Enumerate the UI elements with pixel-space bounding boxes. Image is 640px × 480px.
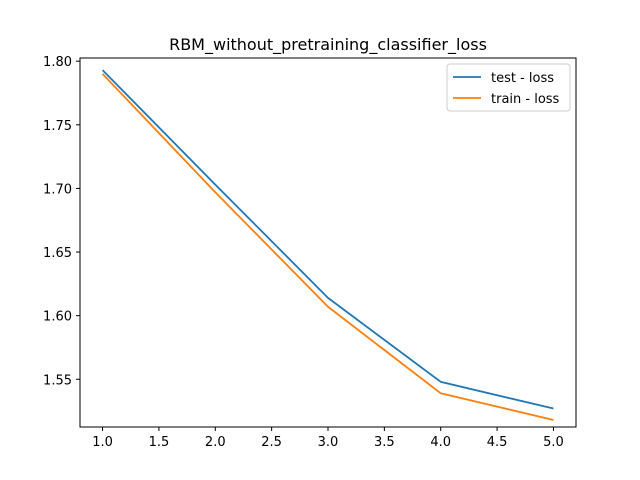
- legend-label: test - loss: [491, 71, 554, 86]
- plot-area-frame: [79, 57, 577, 428]
- y-tick-label: 1.60: [43, 310, 72, 325]
- x-tick-label: 2.0: [205, 435, 226, 450]
- y-tick-label: 1.70: [43, 182, 72, 197]
- legend-box: [446, 63, 571, 112]
- x-tick-label: 4.5: [487, 435, 508, 450]
- series-line-test-loss: [101, 69, 554, 410]
- x-tick-label: 3.5: [374, 435, 395, 450]
- y-tick-label: 1.65: [43, 246, 72, 261]
- legend: test - loss train - loss: [446, 63, 571, 112]
- legend-label: train - loss: [491, 92, 560, 107]
- series-line-train-loss: [101, 73, 554, 421]
- x-tick-label: 2.5: [261, 435, 282, 450]
- y-tick-label: 1.75: [43, 119, 72, 134]
- chart-title: RBM_without_pretraining_classifier_loss: [169, 35, 487, 55]
- series-layer: [101, 69, 554, 421]
- y-tick-label: 1.55: [43, 373, 72, 388]
- x-tick-label: 1.5: [149, 435, 170, 450]
- x-tick-label: 5.0: [543, 435, 564, 450]
- x-tick-label: 3.0: [318, 435, 339, 450]
- y-tick-label: 1.80: [43, 55, 72, 70]
- x-tick-label: 1.0: [92, 435, 113, 450]
- x-tick-label: 4.0: [430, 435, 451, 450]
- ticks-layer: 1.0 1.5 2.0 2.5 3.0 3.5 4.0 4.5 5.0 1.55 1.60 1.65 1…: [43, 55, 564, 450]
